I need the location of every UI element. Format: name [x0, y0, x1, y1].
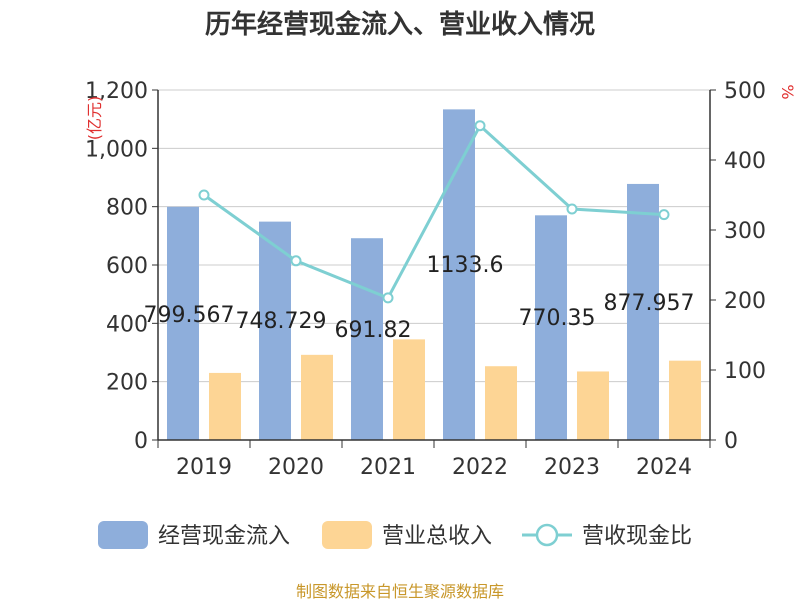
cash-inflow-bar	[167, 206, 199, 440]
legend-label: 经营现金流入	[158, 524, 290, 549]
cash-inflow-data-label: 770.35	[519, 306, 596, 331]
source-note: 制图数据来自恒生聚源数据库	[295, 582, 504, 601]
legend-swatch	[322, 521, 372, 549]
legend-marker	[535, 523, 559, 547]
legend-label: 营收现金比	[582, 524, 692, 549]
left-tick-label: 1,000	[85, 137, 148, 162]
cash-inflow-bar	[259, 221, 291, 440]
revenue-bar	[485, 366, 517, 440]
legend-label: 营业总收入	[382, 524, 492, 549]
cash-inflow-data-label: 1133.6	[427, 253, 504, 278]
x-tick-label: 2024	[636, 455, 692, 480]
left-tick-label: 600	[106, 254, 148, 279]
revenue-bar	[669, 360, 701, 440]
revenue-bar	[301, 354, 333, 440]
x-tick-label: 2020	[268, 455, 324, 480]
x-tick-label: 2019	[176, 455, 232, 480]
left-axis-unit: (亿元)	[85, 96, 104, 141]
x-tick-label: 2023	[544, 455, 600, 480]
cash-inflow-data-label: 691.82	[335, 318, 412, 343]
left-tick-label: 400	[106, 312, 148, 337]
data-labels: 799.567 748.729 691.82 1133.6 770.35 877.957	[144, 253, 695, 343]
left-tick-label: 800	[106, 196, 148, 221]
left-tick-label: 1,200	[85, 79, 148, 104]
ratio-point	[198, 189, 210, 201]
ratio-point	[290, 255, 302, 267]
right-tick-label: 500	[724, 79, 766, 104]
revenue-bar	[577, 371, 609, 440]
right-tick-label: 300	[724, 219, 766, 244]
bars	[167, 109, 701, 441]
ratio-point	[474, 120, 486, 132]
ratio-point	[658, 209, 670, 221]
chart-title: 历年经营现金流入、营业收入情况	[204, 10, 595, 40]
right-axis-unit: %	[778, 84, 797, 99]
right-tick-label: 100	[724, 359, 766, 384]
ratio-point	[566, 203, 578, 215]
ratio-line-path	[203, 123, 665, 300]
right-tick-label: 200	[724, 289, 766, 314]
cash-inflow-bar	[351, 238, 383, 440]
legend: 经营现金流入 营业总收入 营收现金比	[98, 521, 692, 549]
x-tick-label: 2021	[360, 455, 416, 480]
right-tick-label: 400	[724, 149, 766, 174]
left-tick-label: 0	[134, 429, 148, 454]
cash-inflow-data-label: 799.567	[144, 303, 235, 328]
ratio-line	[198, 120, 670, 304]
right-tick-label: 0	[724, 429, 738, 454]
x-tick-label: 2022	[452, 455, 508, 480]
cash-inflow-bar	[627, 183, 659, 441]
cash-inflow-data-label: 748.729	[236, 309, 327, 334]
cash-inflow-bar	[535, 215, 567, 440]
legend-swatch	[98, 521, 148, 549]
axes: 0 200 400 600 800 1,000 1,200 0 100 200 300 400 500 2…	[85, 79, 766, 480]
left-tick-label: 200	[106, 371, 148, 396]
ratio-point	[382, 292, 394, 304]
revenue-bar	[393, 339, 425, 440]
revenue-bar	[209, 372, 241, 440]
cash-inflow-data-label: 877.957	[604, 291, 695, 316]
